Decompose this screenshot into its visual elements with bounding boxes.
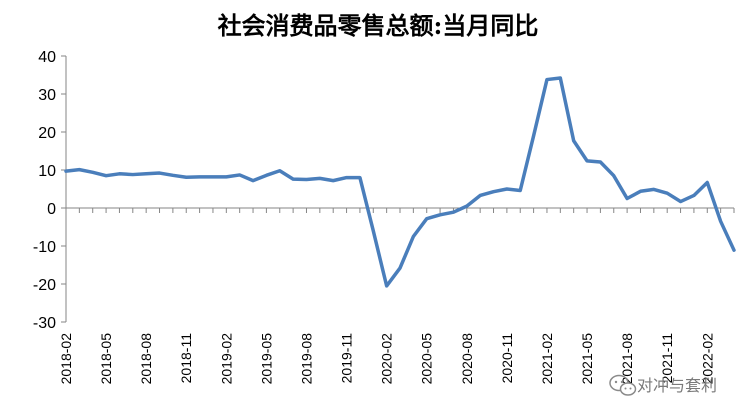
x-tick-label: 2021-08 (619, 333, 635, 385)
y-tick-label: 20 (38, 125, 56, 142)
y-tick-label: 0 (47, 201, 56, 218)
x-tick-label: 2020-11 (499, 333, 515, 384)
x-tick-label: 2018-05 (98, 333, 114, 385)
x-tick-label: 2021-11 (659, 333, 675, 384)
y-tick-label: -10 (33, 239, 56, 256)
x-tick-label: 2020-02 (379, 333, 395, 385)
x-tick-label: 2018-11 (178, 333, 194, 384)
y-tick-label: -20 (33, 277, 56, 294)
series-line (64, 76, 736, 288)
x-tick-label: 2020-08 (459, 333, 475, 385)
y-tick-label: 10 (38, 163, 56, 180)
y-tick-label: -30 (33, 315, 56, 332)
y-tick-label: 30 (38, 87, 56, 104)
x-axis: 2018-02 2018-05 2018-08 2018-11 2019-02 2019-… (58, 207, 735, 385)
watermark-text: 对冲与套利 (637, 376, 717, 395)
x-tick-label: 2020-05 (419, 333, 435, 385)
watermark: 对冲与套利 (609, 374, 717, 396)
x-tick-label: 2018-02 (58, 333, 74, 385)
chart-title: 社会消费品零售总额:当月同比 (218, 11, 539, 40)
series-layer (64, 76, 736, 288)
x-tick-label: 2019-11 (339, 333, 355, 384)
x-tick-label: 2021-05 (579, 333, 595, 385)
x-tick-label: 2018-08 (138, 333, 154, 385)
y-tick-label: 40 (38, 49, 56, 66)
x-tick-label: 2021-02 (539, 333, 555, 385)
x-tick-label: 2019-02 (218, 333, 234, 385)
y-axis: 40 30 20 10 0 -10 -20 -30 (33, 49, 67, 332)
x-tick-label: 2019-08 (298, 333, 314, 385)
x-tick-label: 2019-05 (258, 333, 274, 385)
x-tick-label: 2022-02 (699, 333, 715, 385)
wechat-icon (609, 374, 637, 396)
